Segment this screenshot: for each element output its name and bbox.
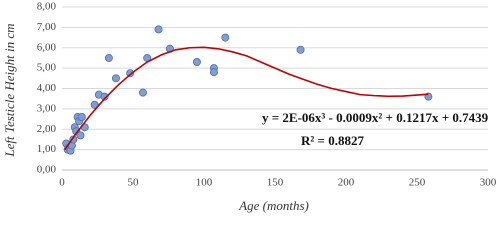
x-tick-label: 250 — [409, 177, 426, 189]
trendline-r-squared: R² = 0.8827 — [301, 133, 364, 148]
y-tick-label: 3,00 — [37, 102, 57, 114]
point — [104, 53, 113, 62]
y-tick-label: 0,00 — [37, 164, 57, 176]
point — [126, 69, 135, 78]
x-tick-label: 150 — [267, 177, 284, 189]
y-tick-label: 5,00 — [37, 62, 57, 74]
point — [76, 131, 85, 140]
point — [100, 92, 109, 101]
trendline-equation: y = 2E-06x³ - 0.0009x² + 0.1217x + 0.743… — [262, 110, 489, 125]
chart: Age (months) Left Testicle Height in cm … — [2, 1, 497, 213]
point — [138, 88, 147, 97]
y-tick-label: 6,00 — [37, 41, 57, 53]
x-axis-title: Age (months) — [238, 198, 309, 213]
trendline — [64, 46, 429, 151]
x-tick-label: 100 — [196, 177, 213, 189]
y-tick-label: 2,00 — [37, 123, 57, 135]
y-tick-label: 8,00 — [37, 1, 57, 13]
x-tick-label: 300 — [480, 177, 497, 189]
y-axis-title: Left Testicle Height in cm — [2, 23, 17, 157]
x-tick-label: 200 — [338, 177, 355, 189]
y-tick-label: 4,00 — [37, 82, 57, 94]
x-tick-label: 0 — [59, 177, 65, 189]
point — [221, 33, 230, 42]
point — [77, 113, 86, 122]
point — [296, 45, 305, 54]
point — [111, 74, 120, 83]
y-tick-label: 7,00 — [37, 21, 57, 33]
point — [209, 68, 218, 77]
x-tick-label: 50 — [128, 177, 140, 189]
point — [154, 25, 163, 34]
point — [192, 58, 201, 67]
y-tick-label: 1,00 — [37, 143, 57, 155]
